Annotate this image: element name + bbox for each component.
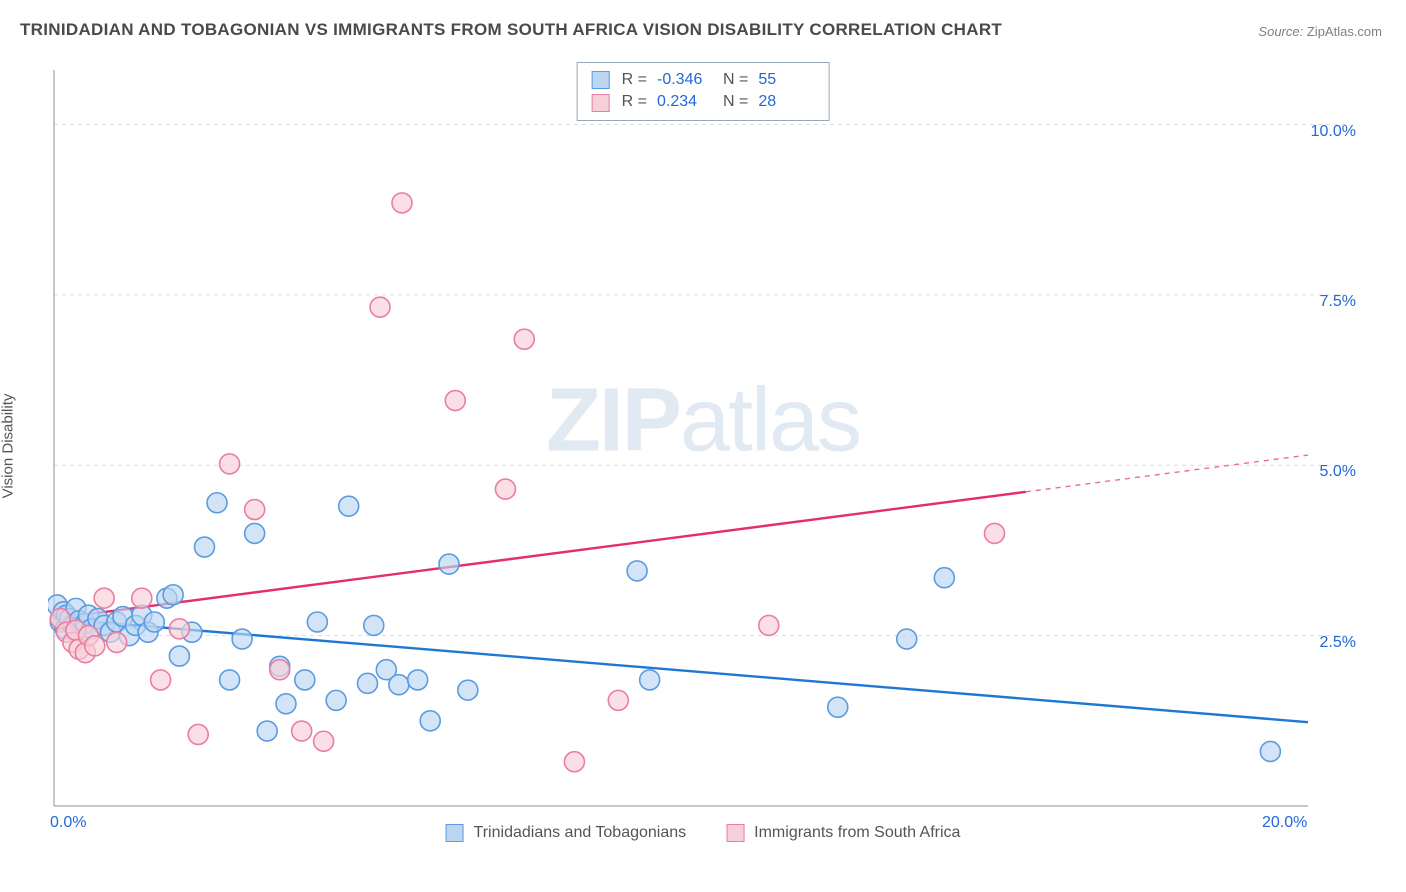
y-tick-label: 2.5% <box>1320 634 1356 652</box>
y-tick-label: 5.0% <box>1320 463 1356 481</box>
stat-swatch <box>592 94 610 112</box>
scatter-plot <box>48 62 1358 842</box>
n-label: N = <box>723 91 748 113</box>
chart-title: TRINIDADIAN AND TOBAGONIAN VS IMMIGRANTS… <box>20 20 1002 40</box>
r-value: -0.346 <box>657 69 713 91</box>
n-label: N = <box>723 69 748 91</box>
y-tick-label: 7.5% <box>1320 293 1356 311</box>
stat-row: R = 0.234 N = 28 <box>592 91 815 113</box>
legend-swatch <box>726 824 744 842</box>
legend-item: Trinidadians and Tobagonians <box>446 824 687 842</box>
n-value: 28 <box>758 91 814 113</box>
r-label: R = <box>622 91 647 113</box>
chart-area: ZIPatlas R =-0.346N =55R =0.234N =28 Tri… <box>48 62 1358 842</box>
source-attribution: Source: ZipAtlas.com <box>1258 24 1382 39</box>
y-axis-label: Vision Disability <box>0 394 17 499</box>
legend-item: Immigrants from South Africa <box>726 824 960 842</box>
x-tick-label: 0.0% <box>50 814 86 832</box>
source-name: ZipAtlas.com <box>1307 24 1382 39</box>
legend-swatch <box>446 824 464 842</box>
y-tick-label: 10.0% <box>1311 123 1356 141</box>
legend: Trinidadians and Tobagonians Immigrants f… <box>446 824 961 842</box>
r-label: R = <box>622 69 647 91</box>
stat-row: R = -0.346 N = 55 <box>592 69 815 91</box>
legend-label: Trinidadians and Tobagonians <box>474 824 687 842</box>
source-label: Source: <box>1258 24 1303 39</box>
n-value: 55 <box>758 69 814 91</box>
r-value: 0.234 <box>657 91 713 113</box>
stat-swatch <box>592 71 610 89</box>
x-tick-label: 20.0% <box>1262 814 1307 832</box>
correlation-stat-box: R = -0.346 N = 55 R = 0.234 N = 28 <box>577 62 830 121</box>
legend-label: Immigrants from South Africa <box>754 824 960 842</box>
